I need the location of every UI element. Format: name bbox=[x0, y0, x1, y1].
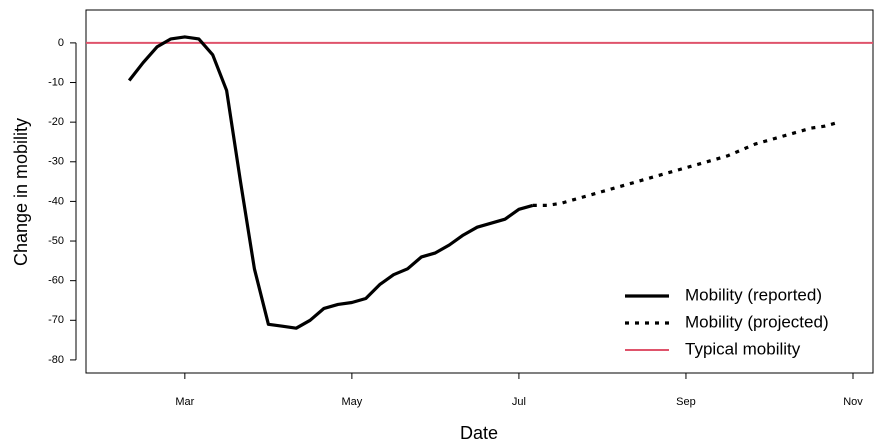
plot-frame bbox=[85, 9, 874, 374]
x-tick-label: Nov bbox=[843, 396, 863, 408]
legend-label: Mobility (projected) bbox=[685, 312, 829, 331]
y-tick-label: 0 bbox=[58, 37, 64, 49]
y-tick-label: -30 bbox=[48, 156, 64, 168]
y-tick-label: -70 bbox=[48, 314, 64, 326]
y-tick-label: -10 bbox=[48, 76, 64, 88]
legend-label: Typical mobility bbox=[685, 339, 801, 358]
y-tick-label: -60 bbox=[48, 275, 64, 287]
legend-label: Mobility (reported) bbox=[685, 285, 822, 304]
x-tick-label: Jul bbox=[512, 396, 526, 408]
x-tick-label: May bbox=[341, 396, 362, 408]
x-tick-label: Mar bbox=[175, 396, 194, 408]
data-line bbox=[532, 120, 840, 207]
x-axis-label: Date bbox=[460, 423, 498, 443]
y-tick-label: -50 bbox=[48, 235, 64, 247]
y-axis-label: Change in mobility bbox=[11, 118, 31, 266]
y-tick-label: -80 bbox=[48, 354, 64, 366]
data-line bbox=[127, 35, 534, 330]
x-tick-label: Sep bbox=[676, 396, 696, 408]
y-tick-label: -20 bbox=[48, 116, 64, 128]
y-tick-label: -40 bbox=[48, 195, 64, 207]
